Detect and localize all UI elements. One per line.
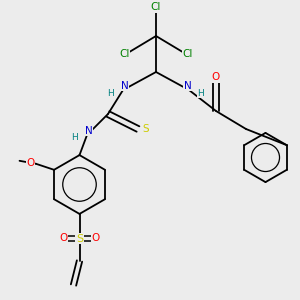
Text: N: N <box>184 81 191 91</box>
Text: N: N <box>85 126 92 136</box>
Text: N: N <box>121 81 128 91</box>
Text: Cl: Cl <box>182 49 193 59</box>
Text: S: S <box>76 233 83 244</box>
Text: H: H <box>72 133 78 142</box>
Text: O: O <box>26 158 35 168</box>
Text: H: H <box>108 88 114 98</box>
Text: O: O <box>212 72 220 82</box>
Text: S: S <box>142 124 149 134</box>
Text: Cl: Cl <box>151 2 161 13</box>
Text: H: H <box>197 88 204 98</box>
Text: Cl: Cl <box>119 49 130 59</box>
Text: O: O <box>91 232 99 243</box>
Text: O: O <box>60 232 68 243</box>
